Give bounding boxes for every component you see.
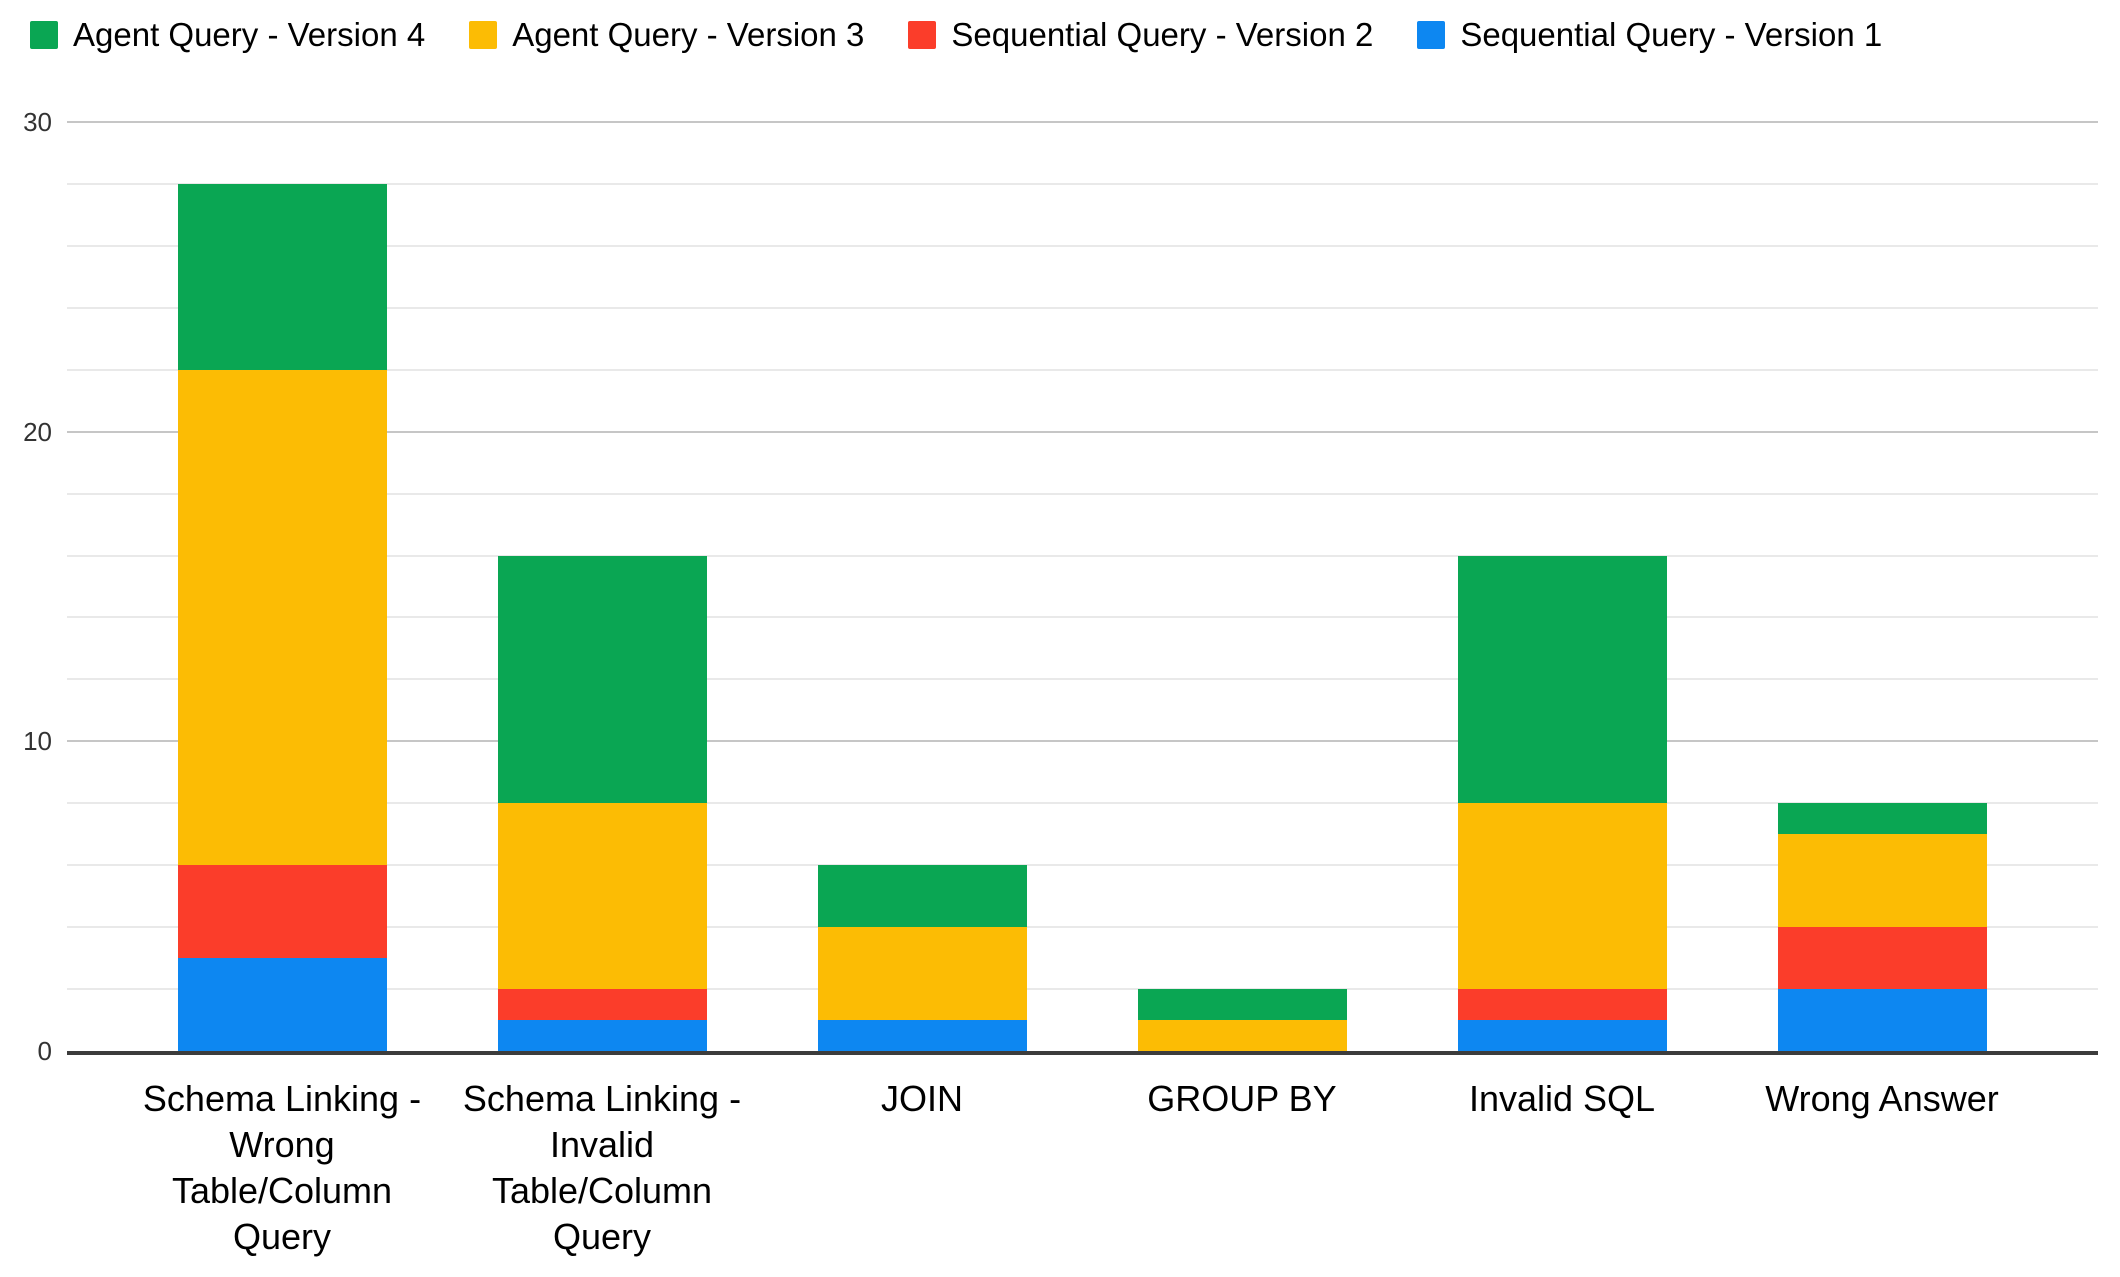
bar-segment — [497, 803, 707, 990]
legend-item: Sequential Query - Version 1 — [1417, 16, 1882, 54]
y-axis-tick-label: 0 — [37, 1036, 52, 1066]
legend-item: Sequential Query - Version 2 — [908, 16, 1373, 54]
legend-swatch-icon — [30, 21, 58, 49]
legend-swatch-icon — [908, 21, 937, 49]
gridline — [67, 182, 2098, 185]
plot-area — [67, 121, 2098, 1055]
bar-1 — [177, 183, 387, 1051]
bar-segment — [1777, 989, 1987, 1051]
legend-item-label: Agent Query - Version 3 — [512, 16, 865, 53]
legend-swatch-icon — [469, 21, 498, 49]
bar-5 — [1457, 555, 1667, 1051]
gridline — [67, 306, 2098, 309]
y-axis-tick-label: 10 — [23, 726, 52, 757]
legend-item: Agent Query - Version 4 — [30, 16, 425, 54]
gridline — [67, 244, 2098, 247]
gridline — [67, 368, 2098, 371]
bar-2 — [497, 555, 707, 1051]
bar-segment — [177, 865, 387, 959]
bar-segment — [1457, 803, 1667, 990]
bar-segment — [1137, 989, 1347, 1021]
bar-segment — [1457, 1020, 1667, 1051]
bar-segment — [1457, 989, 1667, 1021]
bar-segment — [497, 555, 707, 804]
x-axis-category-label: GROUP BY — [1147, 1078, 1337, 1119]
legend-item-label: Sequential Query - Version 1 — [1460, 16, 1883, 53]
x-axis-category-label: JOIN — [880, 1078, 963, 1119]
bar-segment — [1777, 803, 1987, 835]
bar-segment — [1777, 927, 1987, 990]
legend-item: Agent Query - Version 3 — [469, 16, 864, 54]
bar-segment — [177, 958, 387, 1051]
gridline — [67, 988, 2098, 991]
y-axis-tick-label: 20 — [23, 416, 52, 447]
bar-segment — [497, 989, 707, 1021]
bar-segment — [1457, 555, 1667, 804]
x-axis-category-label: Schema Linking - Invalid Table/Column Qu… — [462, 1078, 742, 1257]
y-axis-tick-label: 30 — [23, 107, 52, 137]
gridline — [67, 430, 2098, 433]
legend-swatch-icon — [1417, 21, 1446, 49]
bar-segment — [817, 1020, 1027, 1051]
x-axis-category-label: Wrong Answer — [1765, 1078, 1999, 1119]
bar-segment — [1137, 1020, 1347, 1051]
bar-segment — [817, 927, 1027, 1021]
gridline — [67, 740, 2098, 743]
gridline — [67, 492, 2098, 495]
gridline — [67, 802, 2098, 805]
legend: Agent Query - Version 4 Agent Query - Ver… — [30, 16, 1882, 54]
bar-segment — [497, 1020, 707, 1051]
bar-6 — [1777, 803, 1987, 1051]
bar-segment — [177, 183, 387, 370]
bar-3 — [817, 865, 1027, 1051]
x-axis-category-label: Invalid SQL — [1468, 1078, 1656, 1119]
bar-segment — [1777, 834, 1987, 928]
bar-segment — [817, 865, 1027, 928]
gridline — [67, 616, 2098, 619]
gridline — [67, 864, 2098, 867]
bar-segment — [177, 369, 387, 866]
gridline — [67, 678, 2098, 681]
x-axis-category-label: Schema Linking - Wrong Table/Column Quer… — [142, 1078, 422, 1257]
bar-4 — [1137, 989, 1347, 1051]
legend-item-label: Sequential Query - Version 2 — [951, 16, 1374, 53]
gridline — [67, 121, 2098, 123]
gridline — [67, 926, 2098, 929]
legend-item-label: Agent Query - Version 4 — [73, 16, 426, 53]
gridline — [67, 554, 2098, 557]
